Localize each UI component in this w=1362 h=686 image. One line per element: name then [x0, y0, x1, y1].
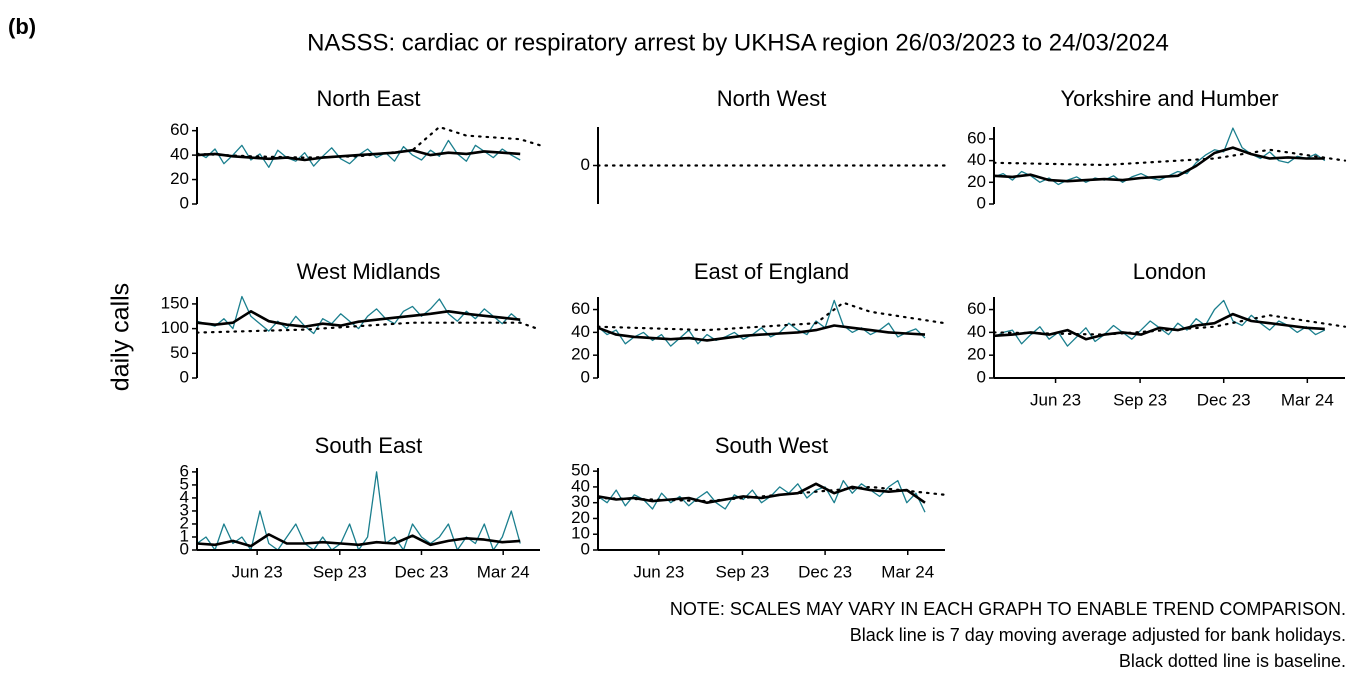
panel-title: North West — [717, 86, 827, 111]
x-tick-label: Mar 24 — [881, 562, 934, 581]
note: Black dotted line is baseline. — [1119, 651, 1346, 671]
series-line — [993, 127, 1326, 186]
x-tick-label: Dec 23 — [395, 562, 449, 581]
y-tick-label: 2 — [180, 513, 189, 532]
series-line — [195, 321, 542, 334]
y-tick-label: 20 — [967, 172, 986, 191]
series-line — [196, 310, 521, 328]
y-tick-label: 60 — [967, 128, 986, 147]
y-tick-label: 40 — [571, 322, 590, 341]
y-tick-label: 0 — [180, 539, 189, 558]
series-line — [993, 146, 1325, 183]
x-tick-label: Jun 23 — [1030, 390, 1081, 409]
x-tick-label: Sep 23 — [313, 562, 367, 581]
x-tick-label: Sep 23 — [715, 562, 769, 581]
y-tick-label: 60 — [967, 299, 986, 318]
x-tick-label: Jun 23 — [633, 562, 684, 581]
y-tick-label: 10 — [571, 524, 590, 543]
series-line — [992, 314, 1347, 336]
y-tick-label: 0 — [581, 155, 590, 174]
series-line — [196, 533, 521, 548]
y-tick-label: 0 — [977, 193, 986, 212]
series-line — [597, 479, 926, 513]
figure-label: (b) — [8, 14, 36, 39]
y-tick-label: 6 — [180, 461, 189, 480]
y-tick-label: 20 — [170, 169, 189, 188]
chart-title: NASSS: cardiac or respiratory arrest by … — [307, 29, 1169, 56]
y-tick-label: 40 — [571, 476, 590, 495]
y-tick-label: 60 — [170, 120, 189, 139]
series-line — [196, 295, 521, 335]
y-tick-label: 4 — [180, 487, 189, 506]
x-tick-label: Jun 23 — [232, 562, 283, 581]
series-line — [596, 301, 947, 332]
y-tick-label: 20 — [571, 508, 590, 527]
panel-title: North East — [317, 86, 421, 111]
note: NOTE: SCALES MAY VARY IN EACH GRAPH TO E… — [670, 599, 1346, 619]
series-line — [596, 485, 947, 503]
panel-title: London — [1133, 259, 1206, 284]
series-line — [992, 148, 1347, 167]
y-tick-label: 50 — [571, 461, 590, 480]
y-tick-label: 0 — [581, 539, 590, 558]
y-tick-label: 0 — [581, 367, 590, 386]
panel-title: West Midlands — [297, 259, 441, 284]
series-line — [597, 482, 926, 504]
y-tick-label: 100 — [161, 318, 189, 337]
y-tick-label: 50 — [170, 343, 189, 362]
panel-title: South West — [715, 433, 828, 458]
y-tick-label: 0 — [977, 367, 986, 386]
x-tick-label: Dec 23 — [1197, 390, 1251, 409]
y-tick-label: 20 — [967, 345, 986, 364]
y-tick-label: 0 — [180, 193, 189, 212]
series-line — [597, 324, 926, 342]
y-tick-label: 3 — [180, 500, 189, 519]
y-tick-label: 20 — [571, 345, 590, 364]
y-tick-label: 150 — [161, 293, 189, 312]
y-tick-label: 40 — [967, 150, 986, 169]
y-tick-label: 1 — [180, 526, 189, 545]
series-line — [597, 299, 926, 347]
y-tick-label: 0 — [180, 367, 189, 386]
panel-title: South East — [315, 433, 423, 458]
y-tick-label: 5 — [180, 474, 189, 493]
y-tick-label: 40 — [170, 145, 189, 164]
x-tick-label: Dec 23 — [798, 562, 852, 581]
panel-title: Yorkshire and Humber — [1060, 86, 1278, 111]
panel-title: East of England — [694, 259, 849, 284]
y-axis-label: daily calls — [107, 283, 135, 391]
x-tick-label: Mar 24 — [1281, 390, 1334, 409]
y-tick-label: 30 — [571, 492, 590, 511]
note: Black line is 7 day moving average adjus… — [850, 625, 1346, 645]
y-tick-label: 40 — [967, 322, 986, 341]
series-line — [993, 312, 1325, 341]
series-line — [196, 148, 521, 162]
x-tick-label: Mar 24 — [477, 562, 530, 581]
y-tick-label: 60 — [571, 299, 590, 318]
series-line — [195, 125, 542, 159]
x-tick-label: Sep 23 — [1113, 390, 1167, 409]
